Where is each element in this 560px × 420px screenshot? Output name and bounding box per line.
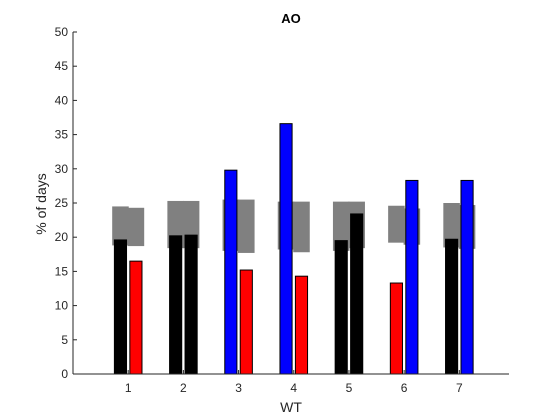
y-tick-label: 15 [55, 264, 69, 278]
y-axis-ticks: 0 5 10 15 20 25 30 35 40 45 50 [55, 25, 77, 381]
range-box-1-left [112, 206, 129, 246]
y-tick-label: 30 [55, 162, 69, 176]
x-axis-ticks: 1 2 3 4 5 6 7 [125, 370, 463, 395]
bar-6-right [405, 179, 419, 375]
y-tick-label: 35 [55, 128, 69, 142]
range-box-4-right [293, 201, 310, 253]
range-box-6-left [388, 205, 405, 243]
bar-5-right [350, 213, 364, 375]
x-tick-label: 6 [401, 381, 408, 395]
x-tick-label: 4 [290, 381, 297, 395]
bar-1-left [113, 239, 128, 375]
x-tick-label: 5 [346, 381, 353, 395]
y-tick-label: 50 [55, 25, 69, 39]
range-box-7-left [443, 203, 460, 248]
bar-3-left [224, 169, 238, 375]
y-axis-label: % of days [33, 173, 49, 234]
bar-6-left [389, 282, 403, 375]
bar-4-left [279, 123, 293, 375]
bar-2-right [184, 234, 198, 375]
x-axis-label: WT [280, 399, 302, 415]
y-tick-label: 10 [55, 299, 69, 313]
data-bars [113, 123, 474, 375]
y-tick-label: 45 [55, 59, 69, 73]
y-tick-label: 25 [55, 196, 69, 210]
range-boxes [112, 199, 476, 253]
bar-1-right [129, 260, 143, 375]
bar-4-right [294, 275, 309, 375]
bar-7-right [460, 179, 474, 375]
range-box-3-right [238, 199, 255, 253]
range-box-1-right [127, 207, 145, 247]
chart-title: AO [281, 11, 301, 26]
x-tick-label: 3 [235, 381, 242, 395]
bar-2-left [169, 235, 183, 375]
y-tick-label: 5 [61, 333, 68, 347]
y-tick-label: 20 [55, 230, 69, 244]
y-tick-label: 40 [55, 93, 69, 107]
bar-3-right [239, 269, 253, 375]
bar-5-left [334, 240, 348, 375]
range-box-5-left [332, 201, 350, 251]
x-tick-label: 7 [456, 381, 463, 395]
x-tick-label: 2 [180, 381, 187, 395]
x-tick-label: 1 [125, 381, 132, 395]
bar-7-left [445, 238, 459, 375]
y-tick-label: 0 [61, 367, 68, 381]
